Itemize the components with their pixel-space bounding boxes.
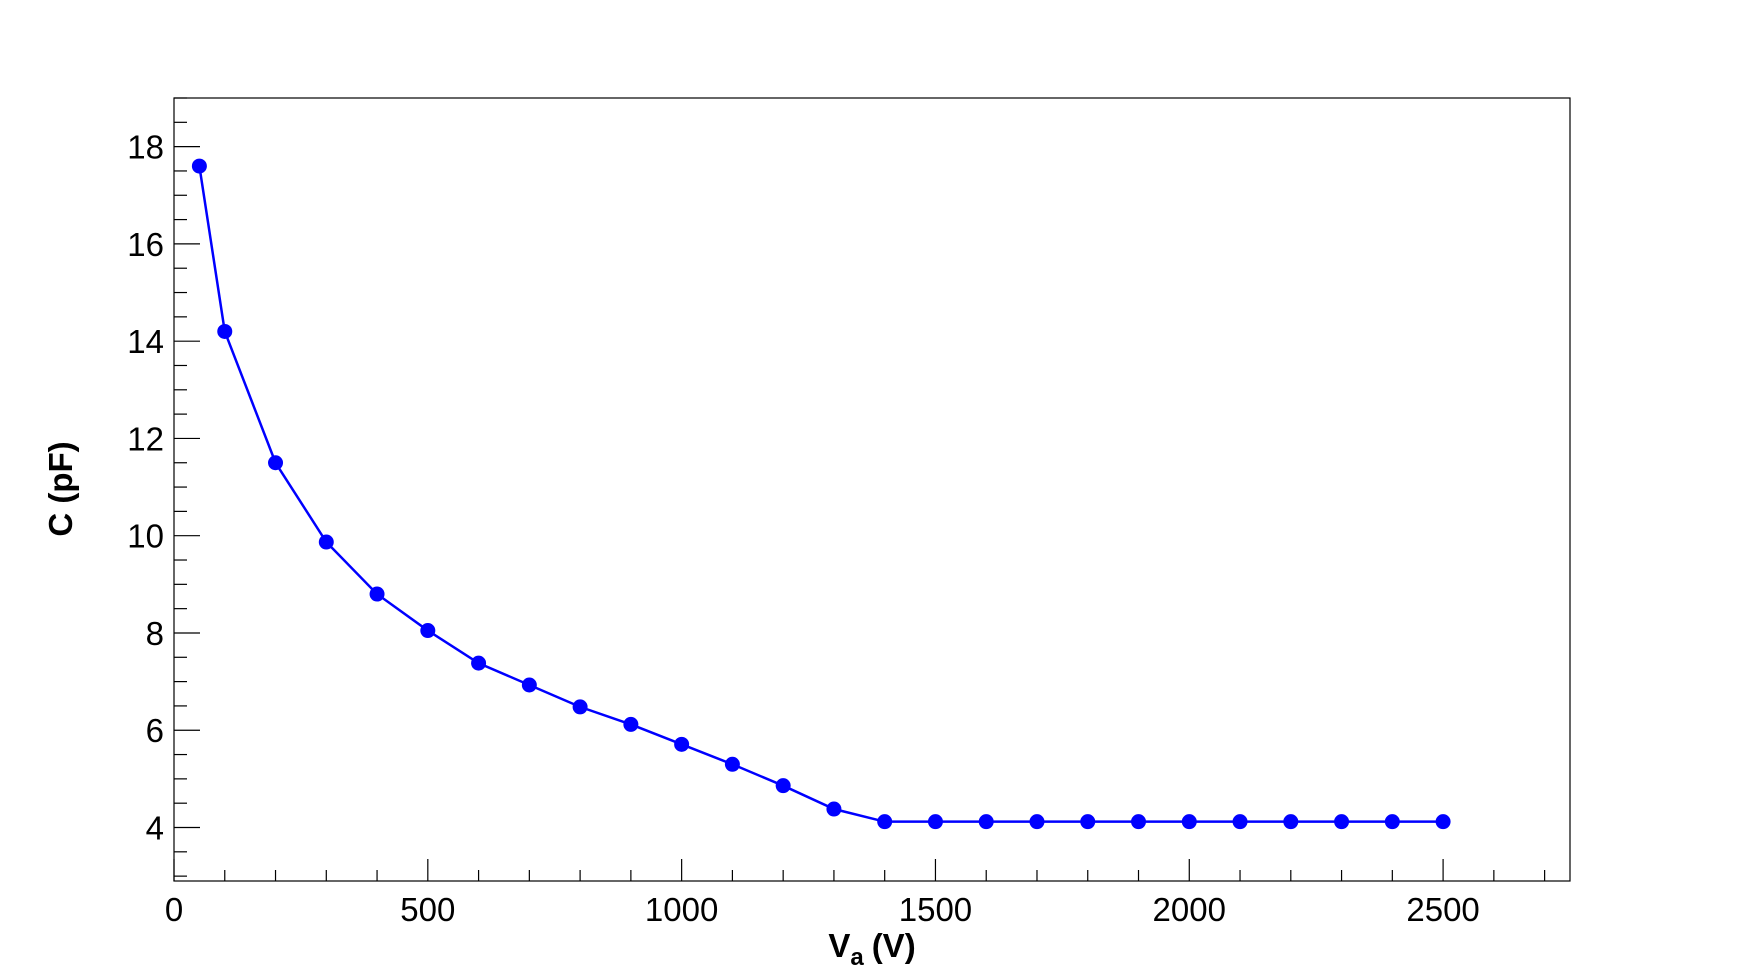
data-point <box>978 814 994 830</box>
data-point <box>1029 814 1045 830</box>
data-point <box>1334 814 1350 830</box>
y-tick-label: 10 <box>127 518 164 555</box>
y-tick-label: 12 <box>127 420 164 457</box>
data-point <box>318 534 334 550</box>
data-point <box>471 655 487 671</box>
x-tick-label: 0 <box>165 891 183 928</box>
data-point <box>877 814 893 830</box>
x-axis-title-main: V <box>828 927 850 964</box>
data-point <box>1283 814 1299 830</box>
x-axis-title-subscript: a <box>850 944 864 971</box>
data-point <box>572 699 588 715</box>
y-tick-label: 6 <box>146 712 164 749</box>
series-line <box>198 165 1444 823</box>
data-point <box>420 623 436 639</box>
y-axis-title: C (pF) <box>42 441 79 536</box>
data-point <box>724 756 740 772</box>
y-tick-label: 14 <box>127 323 164 360</box>
data-point <box>521 677 537 693</box>
y-axis: 4 6 8 10 12 14 16 18 <box>127 97 200 877</box>
x-tick-label: 500 <box>400 891 455 928</box>
y-tick-label: 16 <box>127 226 164 263</box>
data-point <box>1131 814 1147 830</box>
y-tick-label: 18 <box>127 129 164 166</box>
x-axis: 0 500 1000 1500 2000 2500 <box>165 859 1546 928</box>
data-point <box>1232 814 1248 830</box>
x-tick-label: 1500 <box>899 891 972 928</box>
y-tick-label: 4 <box>146 810 164 847</box>
x-axis-title: Va (V) <box>828 927 915 971</box>
data-point <box>1181 814 1197 830</box>
x-tick-label: 2000 <box>1153 891 1226 928</box>
data-point <box>268 455 284 471</box>
data-point <box>1435 814 1451 830</box>
data-point <box>191 158 207 174</box>
data-point <box>369 586 385 602</box>
series-layer <box>191 158 1451 830</box>
x-tick-label: 2500 <box>1406 891 1479 928</box>
data-point <box>217 323 233 339</box>
data-point <box>775 778 791 794</box>
plot-frame <box>173 97 1571 882</box>
data-point <box>826 801 842 817</box>
x-axis-title-unit: (V) <box>872 927 916 964</box>
data-point <box>1384 814 1400 830</box>
data-point <box>674 736 690 752</box>
y-tick-label: 8 <box>146 615 164 652</box>
data-point <box>1080 814 1096 830</box>
x-tick-label: 1000 <box>645 891 718 928</box>
data-point <box>623 716 639 732</box>
data-point <box>927 814 943 830</box>
